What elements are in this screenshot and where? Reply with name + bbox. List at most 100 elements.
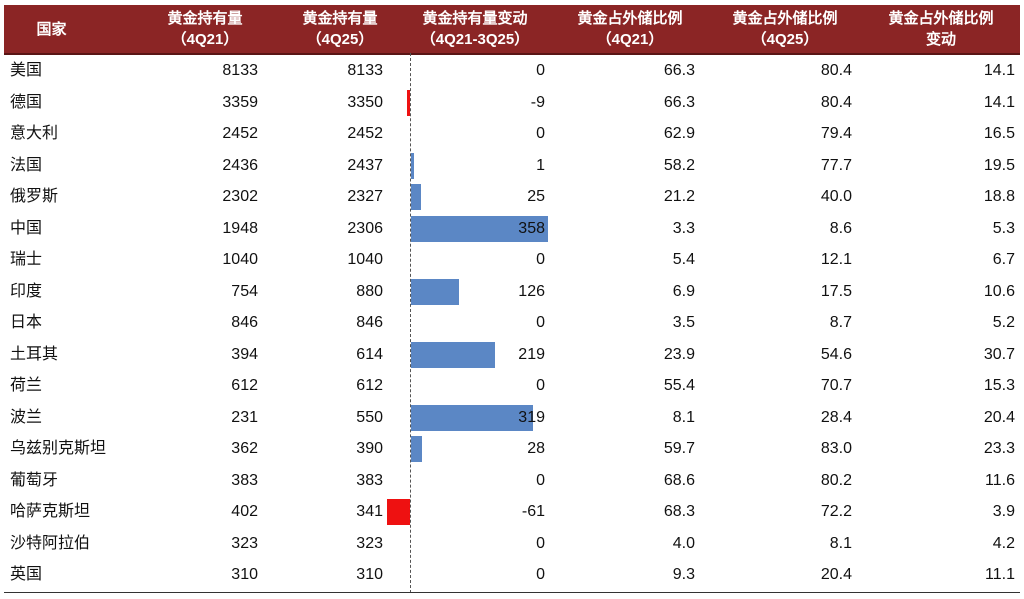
cell-value: 2302 [222, 188, 258, 205]
cell-value: 25 [527, 188, 545, 205]
cell-value: 15.3 [983, 377, 1015, 394]
negative-change-bar [406, 89, 410, 116]
cell-value: 2327 [347, 188, 383, 205]
cell-value: 2306 [347, 219, 383, 237]
cell-value: 30.7 [983, 345, 1015, 363]
cell-value: 17.5 [820, 282, 852, 300]
positive-change-bar [411, 152, 414, 179]
cell-value: 0 [536, 251, 545, 268]
table-row: 中国 1948 2306 358 3.3 8.6 5.3 [0, 213, 1024, 245]
cell-value: 68.6 [663, 471, 695, 489]
cell-value: 8.7 [829, 314, 852, 331]
cell-value: 40.0 [820, 188, 852, 205]
cell-value: 0 [536, 377, 545, 394]
cell-value: 383 [231, 471, 258, 489]
cell-value: 754 [231, 282, 258, 300]
country-name: 印度 [10, 282, 43, 300]
table-row: 荷兰 612 612 0 55.4 70.7 15.3 [0, 370, 1024, 402]
cell-value: 83.0 [820, 440, 852, 457]
column-header-line: （4Q21） [171, 31, 239, 48]
cell-value: 231 [231, 408, 258, 426]
country-name: 意大利 [10, 125, 59, 142]
cell-value: 390 [356, 440, 383, 457]
cell-value: 550 [356, 408, 383, 426]
negative-change-bar [386, 499, 410, 525]
cell-value: 0 [536, 314, 545, 331]
cell-value: 3.5 [672, 314, 695, 331]
cell-value: 394 [231, 345, 258, 363]
cell-value: 846 [356, 314, 383, 331]
cell-value: 79.4 [820, 125, 852, 142]
cell-value: 0 [536, 471, 545, 489]
cell-value: 8.1 [672, 408, 695, 426]
table-row: 葡萄牙 383 383 0 68.6 80.2 11.6 [0, 465, 1024, 497]
cell-value: 66.3 [663, 93, 695, 111]
table-row: 英国 310 310 0 9.3 20.4 11.1 [0, 559, 1024, 591]
positive-change-bar [411, 184, 421, 210]
cell-value: 3359 [222, 93, 258, 111]
cell-value: 59.7 [663, 440, 695, 457]
column-header-line: 黄金占外储比例 [888, 10, 994, 27]
country-name: 美国 [10, 62, 43, 79]
cell-value: 612 [356, 377, 383, 394]
cell-value: 6.9 [672, 282, 695, 300]
cell-value: 383 [356, 471, 383, 489]
cell-value: 19.5 [983, 156, 1015, 174]
cell-value: 0 [536, 534, 545, 552]
table-row: 法国 2436 2437 1 58.2 77.7 19.5 [0, 150, 1024, 182]
country-name: 土耳其 [10, 345, 59, 363]
table-row: 美国 8133 8133 0 66.3 80.4 14.1 [0, 55, 1024, 87]
cell-value: 2452 [347, 125, 383, 142]
cell-value: -61 [521, 503, 545, 520]
cell-value: 14.1 [983, 93, 1015, 111]
cell-value: -9 [530, 93, 545, 111]
positive-change-bar [411, 278, 460, 305]
cell-value: 358 [518, 219, 545, 237]
cell-value: 5.4 [672, 251, 695, 268]
positive-change-bar [411, 215, 548, 242]
cell-value: 8.6 [829, 219, 852, 237]
table-row: 意大利 2452 2452 0 62.9 79.4 16.5 [0, 118, 1024, 150]
cell-value: 12.1 [820, 251, 852, 268]
cell-value: 323 [231, 534, 258, 552]
column-header-line: （4Q21） [596, 31, 664, 48]
cell-value: 880 [356, 282, 383, 300]
table-row: 波兰 231 550 319 8.1 28.4 20.4 [0, 402, 1024, 434]
cell-value: 14.1 [983, 62, 1015, 79]
table-header: 国家 黄金持有量 （4Q21） 黄金持有量 （4Q25） 黄金持有量变动 （4Q21-3Q2… [4, 5, 1020, 55]
cell-value: 2452 [222, 125, 258, 142]
cell-value: 55.4 [663, 377, 695, 394]
country-name: 波兰 [10, 408, 43, 426]
cell-value: 20.4 [820, 566, 852, 583]
column-header-line: 黄金占外储比例 [732, 10, 838, 27]
table-row: 德国 3359 3350 -9 66.3 80.4 14.1 [0, 87, 1024, 119]
table-row: 瑞士 1040 1040 0 5.4 12.1 6.7 [0, 244, 1024, 276]
cell-value: 219 [518, 345, 545, 363]
cell-value: 70.7 [820, 377, 852, 394]
column-header: 黄金占外储比例 变动 [862, 5, 1020, 53]
cell-value: 5.2 [992, 314, 1015, 331]
cell-value: 23.9 [663, 345, 695, 363]
cell-value: 77.7 [820, 156, 852, 174]
cell-value: 310 [356, 566, 383, 583]
country-name: 俄罗斯 [10, 188, 59, 205]
column-header: 黄金持有量 （4Q21） [135, 5, 275, 53]
cell-value: 323 [356, 534, 383, 552]
table-row: 印度 754 880 126 6.9 17.5 10.6 [0, 276, 1024, 308]
cell-value: 28.4 [820, 408, 852, 426]
table-row: 乌兹别克斯坦 362 390 28 59.7 83.0 23.3 [0, 433, 1024, 465]
table-row: 土耳其 394 614 219 23.9 54.6 30.7 [0, 339, 1024, 371]
cell-value: 18.8 [983, 188, 1015, 205]
cell-value: 20.4 [983, 408, 1015, 426]
cell-value: 612 [231, 377, 258, 394]
cell-value: 5.3 [992, 219, 1015, 237]
cell-value: 0 [536, 125, 545, 142]
column-header-line: 黄金持有量 [167, 10, 243, 27]
column-header-line: 国家 [36, 20, 67, 38]
cell-value: 3.3 [672, 219, 695, 237]
table-row: 沙特阿拉伯 323 323 0 4.0 8.1 4.2 [0, 528, 1024, 560]
cell-value: 341 [356, 503, 383, 520]
column-header-line: （4Q25） [751, 31, 819, 48]
country-name: 荷兰 [10, 377, 43, 394]
